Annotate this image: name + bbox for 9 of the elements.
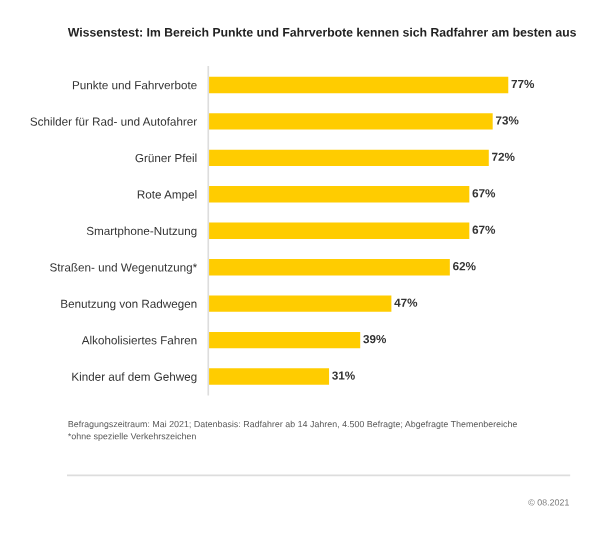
bar xyxy=(208,331,361,349)
bar xyxy=(208,76,509,94)
bar xyxy=(208,113,493,130)
bar xyxy=(208,149,489,167)
bar xyxy=(208,295,392,312)
bar xyxy=(208,222,470,239)
bar xyxy=(208,368,330,385)
bar xyxy=(208,186,470,203)
bar xyxy=(208,258,450,276)
